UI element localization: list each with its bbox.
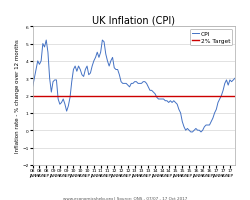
2% Target xyxy=(31,95,34,97)
2% Target xyxy=(33,95,36,97)
Title: UK Inflation (CPI): UK Inflation (CPI) xyxy=(92,15,175,25)
Legend: CPI, 2% Target: CPI, 2% Target xyxy=(190,30,232,46)
CPI xyxy=(189,131,192,133)
CPI xyxy=(45,40,48,42)
CPI xyxy=(87,74,90,77)
CPI xyxy=(75,71,78,73)
Text: www.economicshelp.org | Source: ONS - 07/07 - 17 Oct 2017: www.economicshelp.org | Source: ONS - 07… xyxy=(63,196,187,200)
CPI xyxy=(234,78,236,80)
Y-axis label: Inflation rate - % change over 12 months: Inflation rate - % change over 12 months xyxy=(15,39,20,153)
Line: CPI: CPI xyxy=(32,41,235,132)
CPI xyxy=(172,100,175,102)
CPI xyxy=(194,128,198,130)
CPI xyxy=(145,83,148,85)
CPI xyxy=(31,86,34,89)
CPI xyxy=(230,81,233,83)
